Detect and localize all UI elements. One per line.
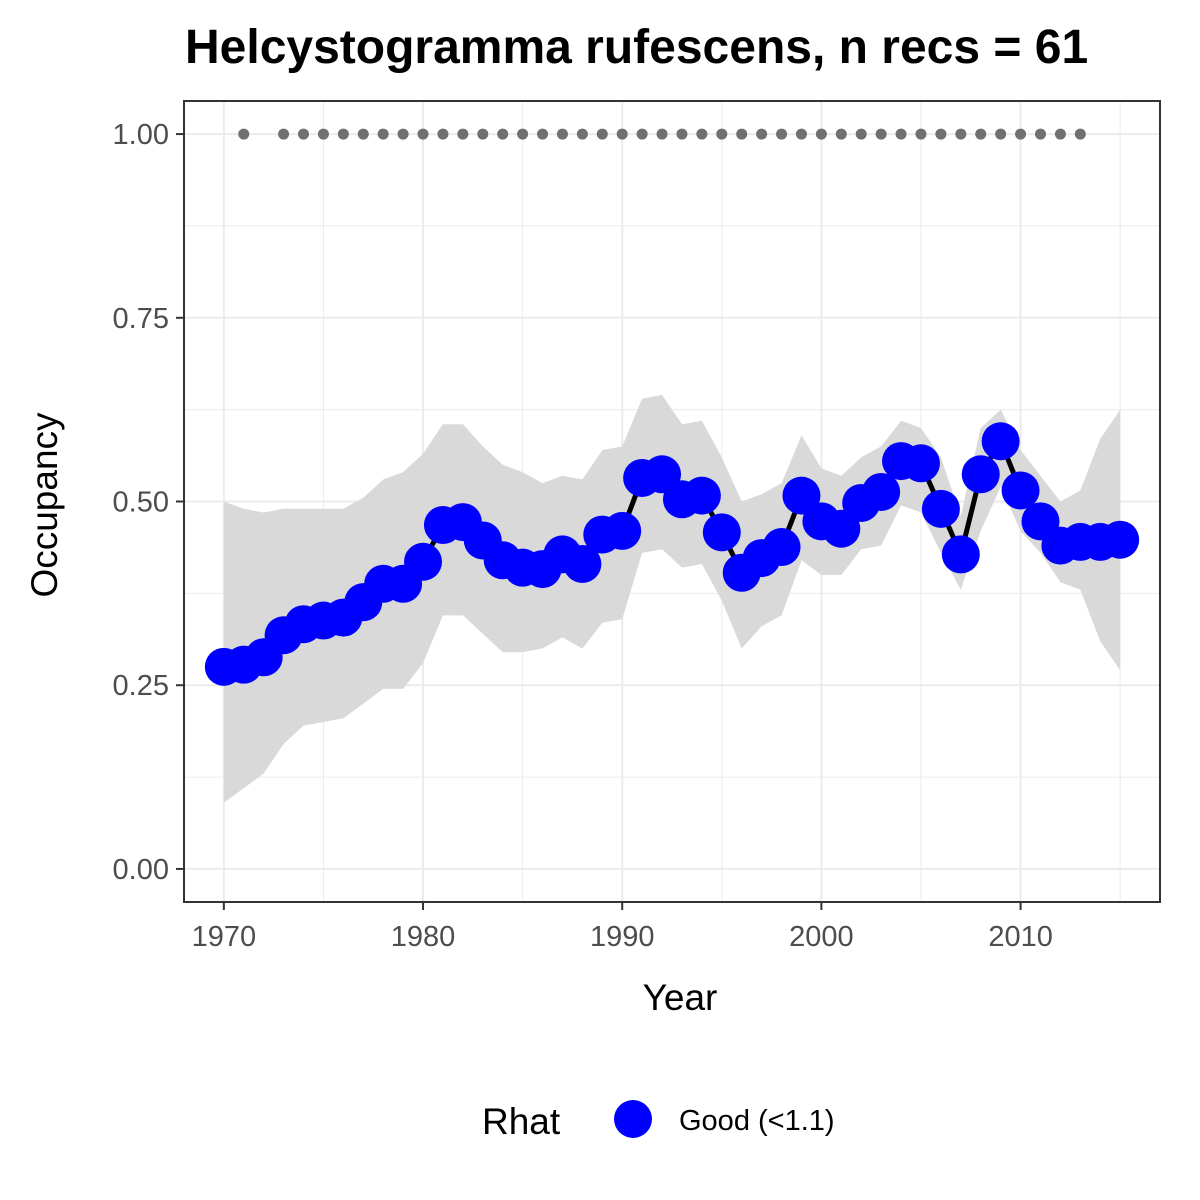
record-dot [457, 128, 469, 140]
record-dot [1054, 128, 1066, 140]
legend-title: Rhat [482, 1101, 561, 1142]
record-dot [955, 128, 967, 140]
occupancy-point [901, 444, 940, 483]
record-dot [357, 128, 369, 140]
record-dot [1034, 128, 1046, 140]
record-dot [815, 128, 827, 140]
record-dot [298, 128, 310, 140]
record-dot [477, 128, 489, 140]
record-dot [596, 128, 608, 140]
y-tick-label: 0.75 [113, 303, 169, 335]
x-tick-label: 1980 [391, 921, 456, 953]
record-dot [517, 128, 529, 140]
x-axis-title: Year [643, 977, 718, 1018]
record-dot [497, 128, 509, 140]
y-axis-title: Occupancy [24, 412, 65, 598]
occupancy-point [981, 422, 1020, 461]
occupancy-points-layer [204, 422, 1140, 686]
occupancy-point [603, 511, 642, 550]
x-tick-label: 1990 [590, 921, 655, 953]
record-dot [238, 128, 250, 140]
occupancy-point [941, 535, 980, 574]
record-dot [935, 128, 947, 140]
occupancy-point [563, 544, 602, 583]
record-dot [835, 128, 847, 140]
record-dot [417, 128, 429, 140]
record-dot [875, 128, 887, 140]
record-dot [776, 128, 788, 140]
record-dot [895, 128, 907, 140]
occupancy-point [822, 509, 861, 548]
record-dot [278, 128, 290, 140]
record-dot [556, 128, 568, 140]
record-dot [377, 128, 389, 140]
y-tick-label: 1.00 [113, 119, 169, 151]
record-dot [576, 128, 588, 140]
legend-key-good [614, 1100, 652, 1138]
x-tick-label: 2010 [988, 921, 1053, 953]
record-dot [975, 128, 987, 140]
record-dot [915, 128, 927, 140]
occupancy-point [862, 472, 901, 511]
legend: Rhat Good (<1.1) [482, 1100, 835, 1142]
record-dot [676, 128, 688, 140]
occupancy-point [1001, 471, 1040, 510]
occupancy-point [921, 489, 960, 528]
x-axis: 1970 1980 1990 2000 2010 [192, 902, 1053, 953]
record-dot [337, 128, 349, 140]
occupancy-point [961, 455, 1000, 494]
record-dot [795, 128, 807, 140]
record-dot [736, 128, 748, 140]
y-tick-label: 0.25 [113, 670, 169, 702]
record-dot [1015, 128, 1027, 140]
y-tick-label: 0.00 [113, 854, 169, 886]
chart-title: Helcystogramma rufescens, n recs = 61 [185, 21, 1088, 74]
record-dot [636, 128, 648, 140]
record-dot [995, 128, 1007, 140]
x-tick-label: 1970 [192, 921, 257, 953]
record-dot [696, 128, 708, 140]
occupancy-point [702, 513, 741, 552]
record-dot [317, 128, 329, 140]
record-dot [537, 128, 549, 140]
record-dot [855, 128, 867, 140]
occupancy-point [762, 528, 801, 567]
y-tick-label: 0.50 [113, 487, 169, 519]
record-dot [616, 128, 628, 140]
occupancy-point [782, 476, 821, 515]
record-dot [716, 128, 728, 140]
y-axis: 0.00 0.25 0.50 0.75 1.00 [113, 119, 184, 886]
occupancy-point [404, 542, 443, 581]
record-dot [656, 128, 668, 140]
occupancy-point [1101, 520, 1140, 559]
plot-panel [183, 100, 1161, 903]
legend-label-good: Good (<1.1) [679, 1105, 835, 1137]
record-dot [437, 128, 449, 140]
record-dot [397, 128, 409, 140]
record-dot [1074, 128, 1086, 140]
record-dot [756, 128, 768, 140]
occupancy-point [682, 476, 721, 515]
x-tick-label: 2000 [789, 921, 854, 953]
record-dots-layer [238, 128, 1086, 140]
